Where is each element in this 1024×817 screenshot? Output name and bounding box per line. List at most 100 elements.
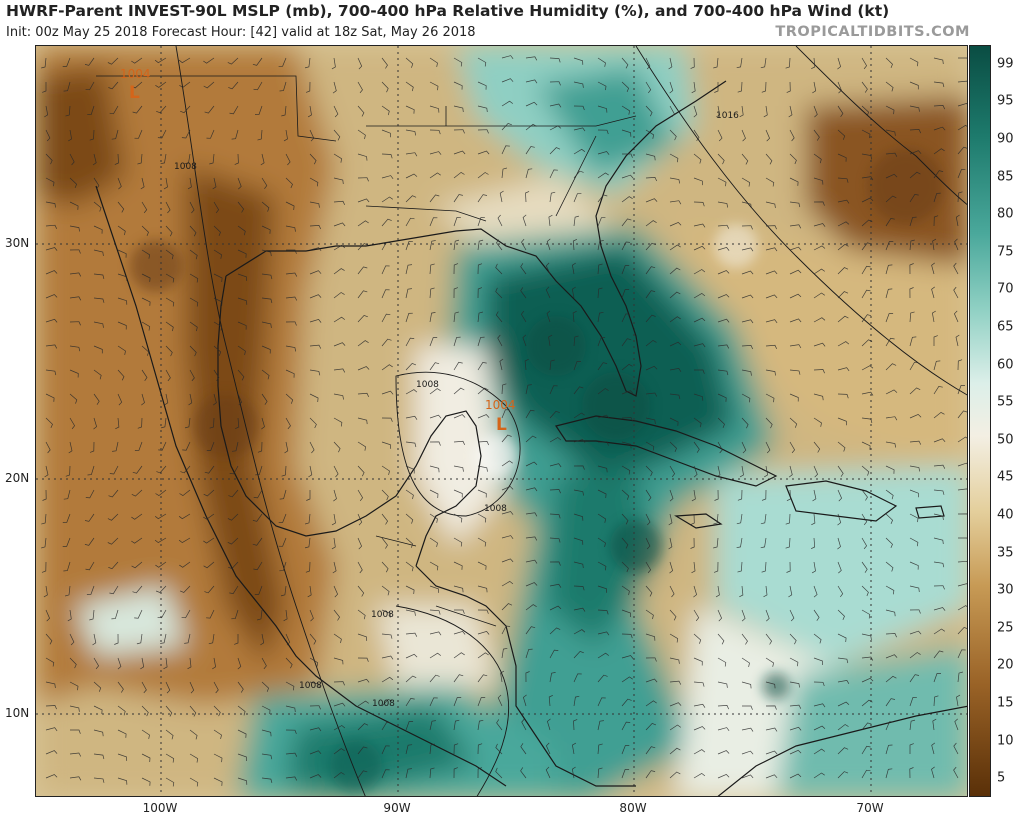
wind-barb [501, 647, 508, 659]
wind-barb [789, 293, 802, 299]
wind-barb [429, 263, 435, 275]
wind-barb [333, 748, 345, 755]
wind-barb [45, 247, 58, 251]
wind-barb [140, 657, 145, 670]
wind-barb [885, 81, 894, 92]
wind-barb [717, 177, 727, 187]
wind-barb [885, 129, 896, 136]
wind-barb [717, 657, 727, 667]
wind-barb [93, 201, 102, 212]
map-panel[interactable]: 1004 L 1004 L 1008 1016 1008 1008 1008 1… [35, 45, 968, 797]
wind-barb [309, 318, 322, 323]
wind-barb [837, 513, 842, 526]
wind-barb [597, 172, 609, 179]
wind-barb [765, 129, 771, 142]
wind-barb [453, 171, 465, 179]
wind-barb [786, 561, 791, 573]
wind-barb [645, 417, 656, 424]
wind-barb [206, 609, 215, 619]
wind-barb [645, 198, 658, 203]
wind-barb [45, 657, 55, 667]
wind-barb [789, 417, 798, 428]
wind-barb [357, 441, 366, 451]
wind-barb [63, 489, 71, 500]
wind-barb [837, 199, 850, 204]
wind-barb [357, 340, 369, 347]
wind-barb [669, 465, 676, 478]
wind-barb [520, 310, 527, 323]
wind-barb [231, 441, 239, 452]
wind-barb [285, 153, 291, 166]
wind-barb [260, 633, 265, 646]
wind-barb [717, 633, 725, 645]
wind-barb [141, 321, 151, 331]
wind-barb [229, 465, 239, 475]
wind-barb [357, 489, 364, 502]
wind-barb [85, 489, 95, 499]
wind-barb [165, 705, 173, 717]
wind-barb [307, 585, 312, 598]
wind-barb [309, 294, 322, 299]
wind-barb [813, 703, 826, 708]
wind-barb [501, 486, 514, 491]
wind-barb [42, 82, 47, 93]
wind-barb [690, 57, 695, 69]
wind-barb [69, 657, 77, 669]
wind-barb [141, 369, 148, 382]
wind-barb [741, 345, 754, 350]
wind-barb [69, 776, 82, 781]
wind-barb [357, 243, 369, 251]
wind-barb [228, 81, 239, 90]
wind-barb [333, 417, 343, 427]
wind-barb [309, 344, 322, 349]
wind-barb [429, 631, 442, 636]
wind-barb [109, 585, 119, 595]
wind-barb [837, 341, 850, 347]
wind-barb [212, 393, 217, 406]
brand-watermark[interactable]: TROPICALTIDBITS.COM [775, 24, 970, 40]
wind-barb [114, 633, 119, 645]
wind-barb [237, 321, 247, 330]
wind-barb [621, 609, 631, 618]
wind-barb [45, 417, 53, 429]
wind-barb [861, 176, 874, 181]
wind-barb [179, 585, 191, 593]
wind-barb [454, 609, 465, 614]
wind-barb [178, 57, 191, 64]
wind-barb [156, 465, 167, 474]
wind-barb [621, 537, 629, 549]
wind-barb [713, 57, 719, 69]
wind-barb [861, 722, 872, 731]
wind-barb [93, 369, 102, 380]
wind-barb [861, 441, 871, 450]
wind-barb [522, 694, 527, 707]
wind-barb [813, 245, 826, 251]
wind-barb [305, 513, 311, 525]
wind-barb [693, 585, 698, 598]
wind-barb [717, 201, 729, 208]
wind-barb [111, 609, 119, 620]
wind-barb [837, 57, 842, 70]
wind-barb [41, 537, 47, 549]
wind-barb [885, 675, 897, 683]
wind-barb [117, 753, 128, 761]
wind-barb [357, 657, 369, 662]
wind-barb [501, 580, 514, 587]
wind-barb [477, 674, 488, 683]
wind-barb [885, 218, 895, 227]
lon-label-70w: 70W [856, 801, 884, 815]
wind-barb [165, 249, 174, 260]
wind-barb [429, 312, 436, 323]
wind-barb [405, 217, 415, 227]
wind-barb [741, 681, 752, 689]
wind-barb [956, 694, 961, 707]
wind-barb [93, 729, 104, 737]
wind-barb [405, 698, 415, 707]
wind-barb [497, 214, 503, 227]
colorbar-tick-label: 15 [997, 695, 1014, 711]
wind-barb [429, 362, 440, 371]
wind-barb [117, 369, 125, 381]
wind-barb [597, 720, 604, 731]
wind-barb [549, 359, 555, 371]
wind-barb [63, 561, 71, 572]
